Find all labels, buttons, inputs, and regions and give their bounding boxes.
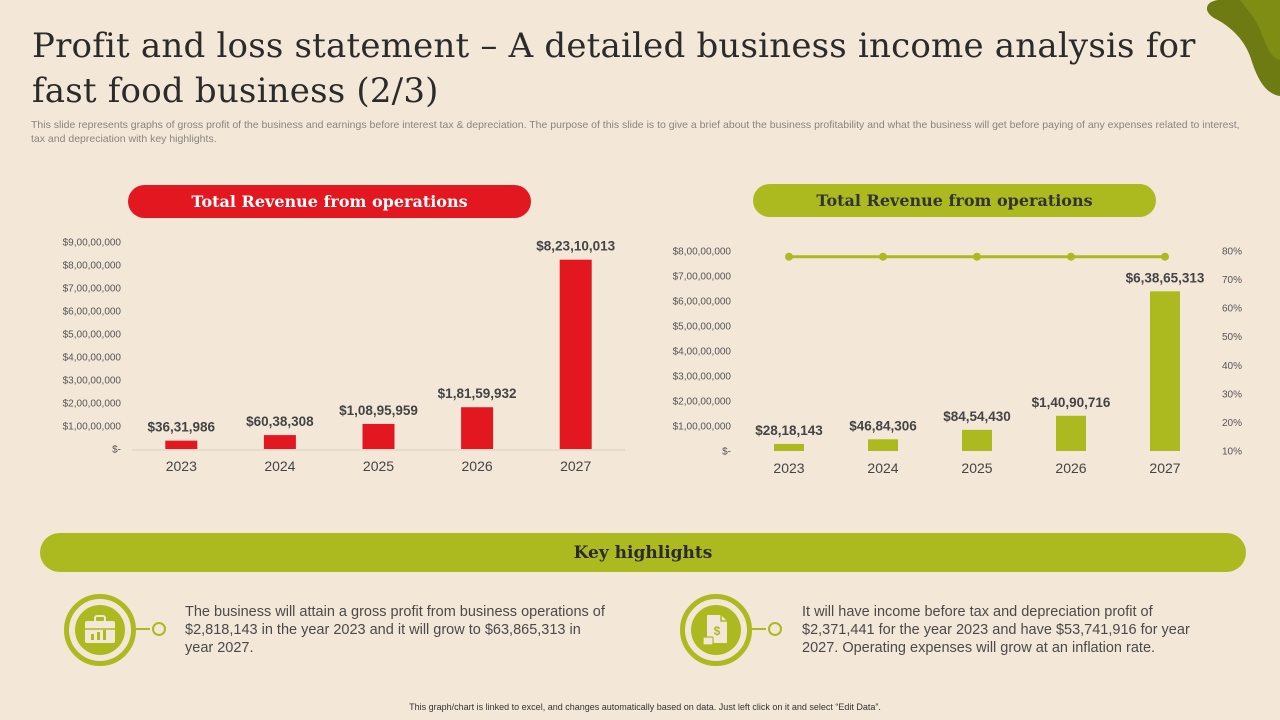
y2-tick-label: 70% [1222,275,1242,286]
y-tick-label-2: $4,00,00,000 [673,347,732,358]
data-label-1-2023: $36,31,986 [148,420,216,435]
x-tick-label-2: 2027 [1149,460,1180,476]
svg-text:$: $ [714,624,721,638]
briefcase-chart-icon [64,594,136,666]
bar-1-2023 [165,440,198,449]
y-tick-label-1: $4,00,00,000 [63,353,122,364]
y-tick-label-1: $3,00,00,000 [63,376,122,387]
y2-tick-label: 40% [1222,361,1242,372]
y2-tick-label: 10% [1222,447,1242,458]
chart2-title-pill: Total Revenue from operations [753,184,1156,217]
y2-tick-label: 20% [1222,418,1242,429]
page-title: Profit and loss statement – A detailed b… [32,26,1196,111]
data-label-1-2026: $1,81,59,932 [438,386,517,401]
y-tick-label-2: $3,00,00,000 [673,372,732,383]
y-tick-label-1: $5,00,00,000 [63,330,122,341]
line-point-2025 [973,252,981,261]
y-tick-label-1: $2,00,00,000 [63,399,122,410]
bar-1-2025 [362,423,395,449]
connector-dot [152,622,166,636]
data-label-2-2023: $28,18,143 [755,423,823,438]
y-tick-label-1: $1,00,00,000 [63,422,122,433]
y-tick-label-1: $- [112,445,121,456]
y-tick-label-2: $8,00,00,000 [673,247,732,258]
chart1-title-pill: Total Revenue from operations [128,185,531,218]
y-tick-label-2: $1,00,00,000 [673,422,732,433]
x-tick-label-1: 2027 [560,458,591,474]
data-label-2-2024: $46,84,306 [849,418,917,433]
x-tick-label-2: 2026 [1055,460,1086,476]
bar-2-2026 [1056,415,1086,451]
y-tick-label-2: $6,00,00,000 [673,297,732,308]
x-tick-label-2: 2025 [961,460,992,476]
bar-1-2026 [461,407,494,449]
x-tick-label-2: 2024 [867,460,898,476]
y-tick-label-2: $7,00,00,000 [673,272,732,283]
y2-tick-label: 50% [1222,332,1242,343]
highlight-text-1: The business will attain a gross profit … [185,604,605,656]
y-tick-label-1: $9,00,00,000 [63,238,122,249]
y-tick-label-1: $7,00,00,000 [63,284,122,295]
footer-note: This graph/chart is linked to excel, and… [409,702,881,712]
line-point-2027 [1161,252,1169,261]
y2-tick-label: 30% [1222,389,1242,400]
line-point-2024 [879,252,887,261]
y-tick-label-2: $2,00,00,000 [673,397,732,408]
data-label-1-2027: $8,23,10,013 [536,239,615,254]
y2-tick-label: 80% [1222,247,1242,258]
y2-tick-label: 60% [1222,304,1242,315]
key-highlights-banner: Key highlights [40,533,1246,572]
x-tick-label-1: 2024 [264,458,295,474]
x-tick-label-1: 2025 [363,458,394,474]
y-tick-label-2: $- [722,447,731,458]
data-label-2-2027: $6,38,65,313 [1126,270,1205,285]
corner-decoration [1206,0,1280,96]
line-point-2026 [1067,252,1075,261]
y-tick-label-1: $8,00,00,000 [63,261,122,272]
data-label-2-2025: $84,54,430 [943,409,1011,424]
x-tick-label-1: 2026 [462,458,493,474]
line-point-2023 [785,252,793,261]
highlight-text-2: It will have income before tax and depre… [802,604,1190,656]
bar-1-2024 [263,435,296,449]
document-money-icon: $ [680,594,752,666]
bar-2-2023 [774,443,804,451]
bar-1-2027 [559,259,592,449]
x-tick-label-1: 2023 [166,458,197,474]
connector-dot [768,622,782,636]
data-label-2-2026: $1,40,90,716 [1032,395,1111,410]
bar-2-2025 [962,429,992,451]
bar-2-2024 [868,439,898,451]
connector-line [752,628,766,630]
y-tick-label-1: $6,00,00,000 [63,307,122,318]
bar-2-2027 [1150,291,1180,451]
page-subtitle: This slide represents graphs of gross pr… [31,119,1240,145]
connector-line [136,628,150,630]
data-label-1-2024: $60,38,308 [246,414,314,429]
y-tick-label-2: $5,00,00,000 [673,322,732,333]
data-label-1-2025: $1,08,95,959 [339,403,418,418]
x-tick-label-2: 2023 [773,460,804,476]
